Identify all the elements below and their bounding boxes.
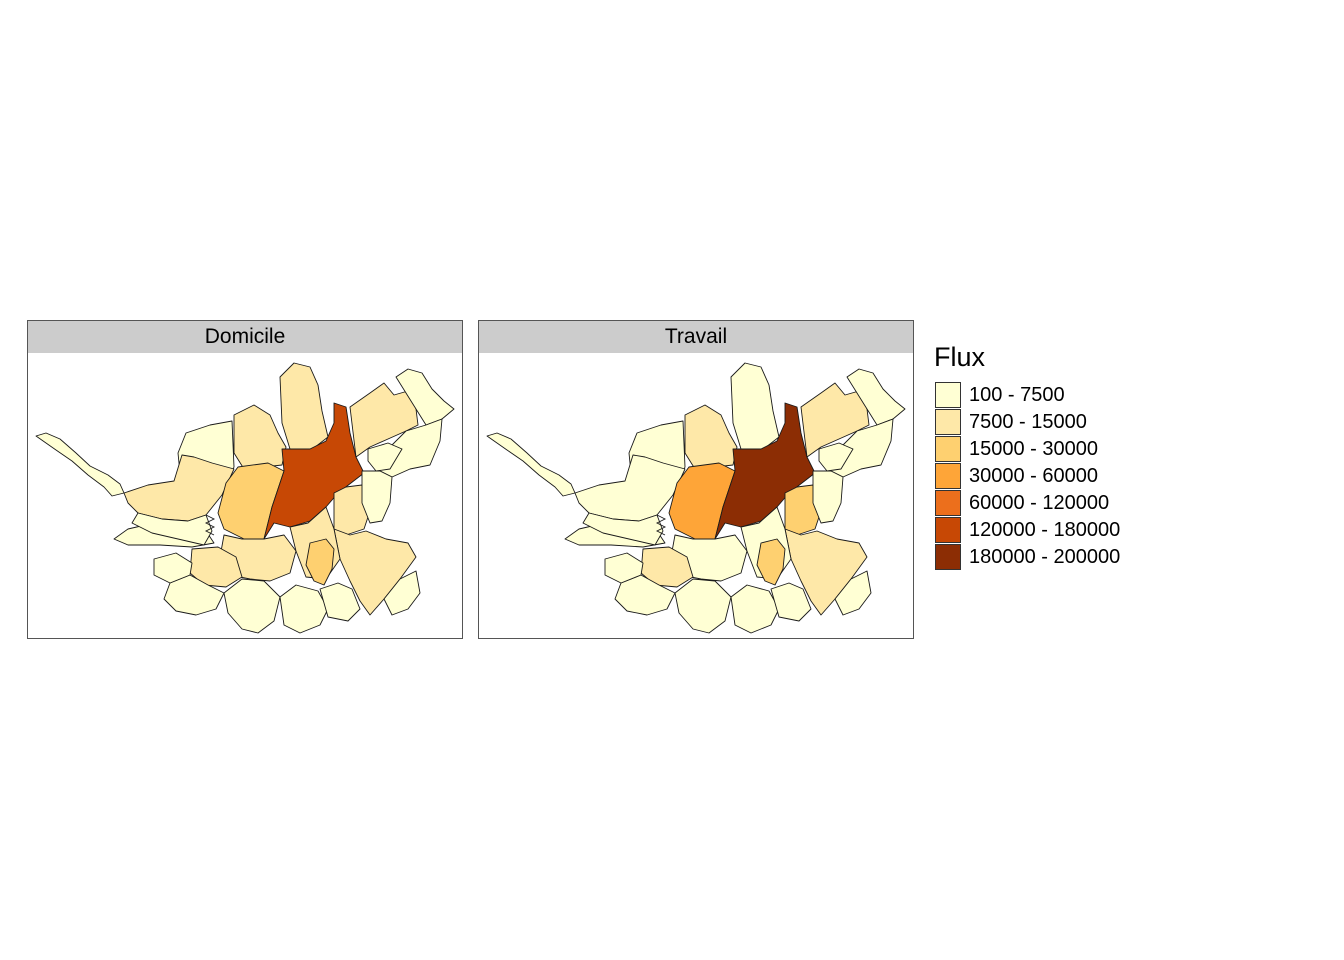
map-region: [574, 454, 686, 522]
map-region: [770, 582, 812, 622]
legend-swatch: [935, 544, 961, 570]
map-region: [263, 402, 365, 540]
map-region: [395, 368, 455, 426]
choropleth-map-travail: [486, 362, 906, 634]
legend-swatch: [935, 517, 961, 543]
choropleth-map-domicile: [35, 362, 455, 634]
river-mark: [204, 514, 216, 536]
legend-title: Flux: [934, 342, 986, 372]
legend-label: 120000 - 180000: [969, 519, 1121, 541]
legend-swatch: [935, 436, 961, 462]
map-region: [35, 432, 125, 497]
legend-label: 100 - 7500: [969, 384, 1065, 406]
map-region: [604, 552, 644, 584]
map-region: [714, 402, 816, 540]
map-area-travail: [478, 353, 914, 639]
legend-swatch: [935, 382, 961, 408]
panel-title-domicile: Domicile: [27, 320, 463, 354]
map-region: [123, 454, 235, 522]
map-region: [367, 442, 403, 472]
map-region: [674, 578, 732, 634]
legend: Flux 100 - 7500 7500 - 15000 15000 - 30000…: [934, 340, 1194, 570]
map-region: [614, 574, 676, 616]
map-region: [730, 584, 780, 634]
map-region: [223, 578, 281, 634]
map-region: [756, 538, 786, 586]
map-region: [486, 432, 576, 497]
map-area-domicile: [27, 353, 463, 639]
map-region: [279, 584, 329, 634]
map-panel-domicile: Domicile: [27, 320, 463, 640]
legend-label: 15000 - 30000: [969, 438, 1099, 460]
panel-title-travail: Travail: [478, 320, 914, 354]
river-mark: [655, 514, 667, 536]
map-region: [349, 382, 419, 458]
map-region: [131, 512, 213, 546]
map-region: [233, 404, 287, 470]
map-region: [818, 442, 854, 472]
map-region: [163, 574, 225, 616]
legend-label: 7500 - 15000: [969, 411, 1087, 433]
map-region: [153, 552, 193, 584]
map-region: [812, 470, 844, 524]
legend-swatch: [935, 463, 961, 489]
map-region: [800, 382, 870, 458]
map-region: [319, 582, 361, 622]
map-region: [189, 546, 243, 588]
map-region: [640, 546, 694, 588]
legend-label: 180000 - 200000: [969, 546, 1121, 568]
map-panel-travail: Travail: [478, 320, 914, 640]
map-region: [383, 570, 421, 616]
map-region: [361, 470, 393, 524]
legend-label: 30000 - 60000: [969, 465, 1099, 487]
map-region: [279, 362, 329, 452]
map-region: [305, 538, 335, 586]
map-region: [834, 570, 872, 616]
map-region: [730, 362, 780, 452]
map-region: [846, 368, 906, 426]
map-region: [582, 512, 664, 546]
legend-swatch: [935, 490, 961, 516]
legend-label: 60000 - 120000: [969, 492, 1110, 514]
map-region: [684, 404, 738, 470]
legend-swatch: [935, 409, 961, 435]
